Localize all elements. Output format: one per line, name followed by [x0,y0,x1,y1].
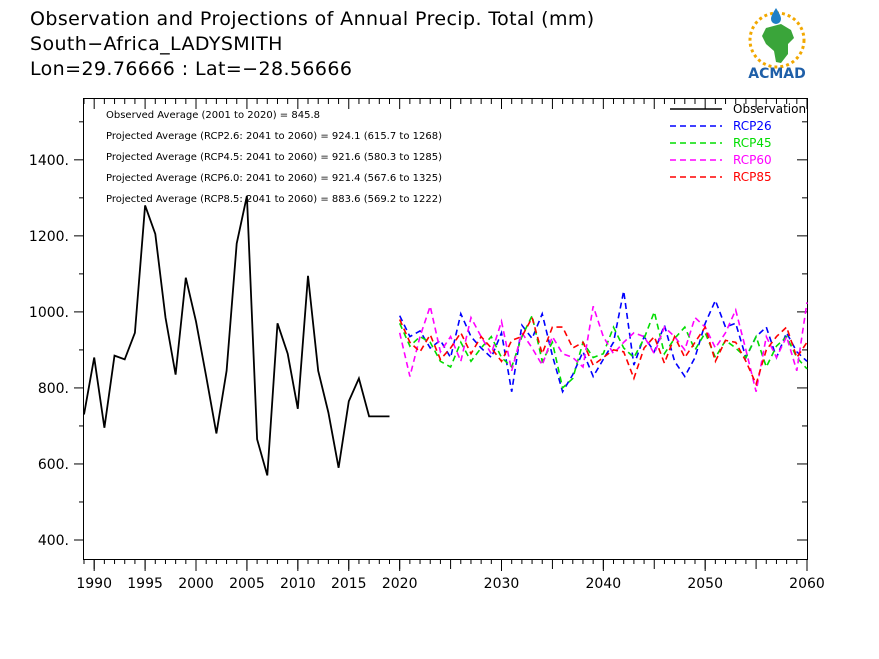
station-coordinates: Lon=29.76666 : Lat=−28.56666 [30,58,353,80]
x-tick-label: 2010 [280,576,316,592]
x-tick-label: 2040 [586,576,622,592]
logo-text: ACMAD [748,66,806,82]
series-line-rcp60 [398,302,808,392]
y-tick-label: 1000. [29,305,69,321]
series-line-rcp85 [398,315,808,387]
plot-frame [83,98,808,560]
x-tick-label: 2060 [789,576,825,592]
x-tick-label: 2020 [382,576,418,592]
annotation-0: Observed Average (2001 to 2020) = 845.8 [106,110,320,121]
x-tick-label: 1995 [127,576,163,592]
series-line-rcp45 [398,309,808,390]
y-tick-label: 1200. [29,229,69,245]
chart-title: Observation and Projections of Annual Pr… [30,8,595,30]
annotation-4: Projected Average (RCP8.5: 2041 to 2060)… [106,194,442,205]
legend-label-rcp26: RCP26 [733,119,772,133]
series-line-rcp26 [398,290,808,394]
y-tick-label: 800. [38,381,69,397]
series-line-observation [83,195,390,476]
x-tick-label: 2050 [687,576,723,592]
x-tick-label: 2005 [229,576,265,592]
y-tick-label: 400. [38,533,69,549]
legend-label-observation: Observation [733,102,806,116]
y-tick-label: 1400. [29,153,69,169]
x-tick-label: 1990 [76,576,112,592]
x-tick-label: 2015 [331,576,367,592]
x-tick-label: 2030 [484,576,520,592]
annotation-3: Projected Average (RCP6.0: 2041 to 2060)… [106,173,442,184]
annotation-1: Projected Average (RCP2.6: 2041 to 2060)… [106,131,442,142]
y-tick-label: 600. [38,457,69,473]
x-tick-label: 2000 [178,576,214,592]
acmad-logo: ACMAD [748,8,806,82]
legend-label-rcp60: RCP60 [733,153,772,167]
annotation-2: Projected Average (RCP4.5: 2041 to 2060)… [106,152,442,163]
legend-label-rcp45: RCP45 [733,136,772,150]
legend-label-rcp85: RCP85 [733,170,772,184]
station-name: South−Africa_LADYSMITH [30,33,283,55]
